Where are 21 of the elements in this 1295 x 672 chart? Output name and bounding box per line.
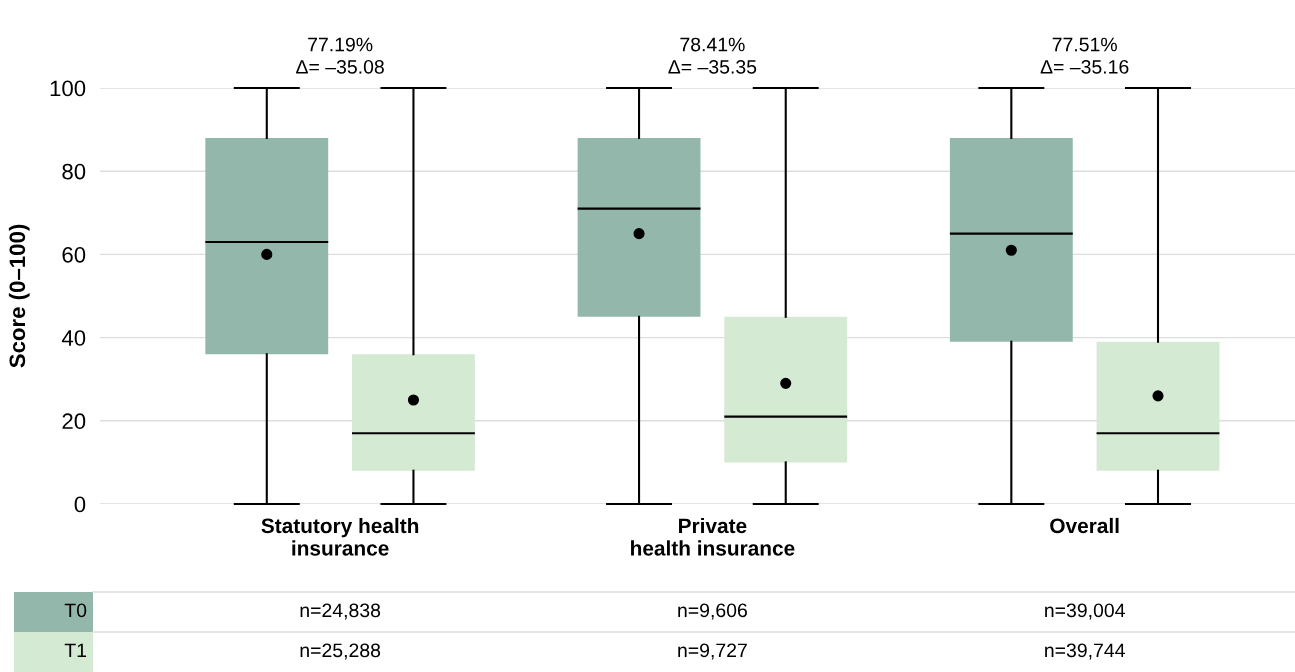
- x-tick-label: Statutory health insurance: [261, 517, 419, 556]
- text: n=39,744: [1045, 643, 1125, 660]
- text: T1: [64, 643, 87, 658]
- text: n=9,606: [678, 603, 747, 620]
- text: 77.19% Δ= –35.08: [296, 37, 384, 74]
- text: n=9,727: [678, 643, 747, 660]
- text: n=24,838: [300, 603, 381, 620]
- text: n=39,004: [1045, 603, 1125, 620]
- x-tick-label: Private health insurance: [631, 517, 795, 556]
- y-tick-label: 100: [50, 80, 86, 97]
- text: n=25,288: [300, 643, 381, 660]
- text: 77.51% Δ= –35.16: [1040, 37, 1129, 74]
- x-tick-label: Overall: [1050, 517, 1119, 534]
- y-tick-label: 80: [62, 163, 86, 180]
- y-tick-label: 0: [74, 496, 86, 513]
- y-axis-title: Score (0–100): [8, 224, 30, 368]
- y-tick-label: 20: [62, 413, 86, 430]
- text: T0: [64, 603, 87, 618]
- y-tick-label: 40: [61, 330, 86, 346]
- y-tick-label: 60: [62, 246, 86, 263]
- text: 78.41% Δ= –35.35: [668, 37, 757, 74]
